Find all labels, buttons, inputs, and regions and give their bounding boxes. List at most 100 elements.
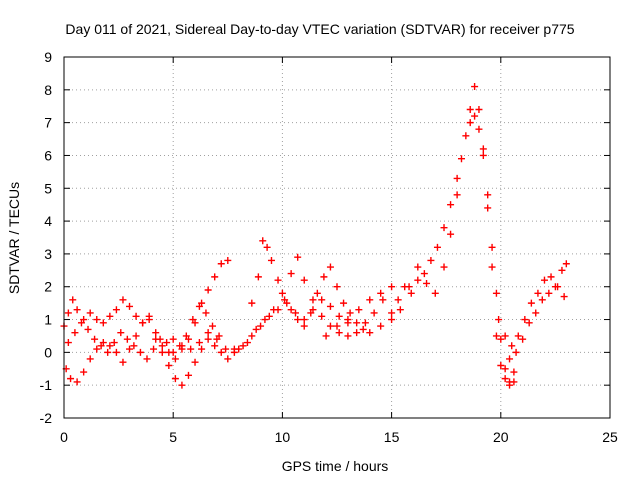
data-point	[294, 253, 302, 261]
data-point	[309, 296, 317, 304]
data-point	[366, 296, 374, 304]
data-point	[512, 348, 520, 356]
y-tick-label: -1	[40, 377, 53, 393]
data-point	[484, 191, 492, 199]
chart-title: Day 011 of 2021, Sidereal Day-to-day VTE…	[65, 21, 574, 37]
data-point	[501, 332, 509, 340]
data-point	[73, 306, 81, 314]
data-point	[86, 355, 94, 363]
data-point	[97, 342, 105, 350]
data-point	[64, 309, 72, 317]
data-point	[479, 145, 487, 153]
data-point	[230, 348, 238, 356]
data-point	[110, 339, 118, 347]
data-point	[252, 325, 260, 333]
data-point	[361, 319, 369, 327]
data-point	[204, 286, 212, 294]
data-point	[182, 332, 190, 340]
data-point	[551, 283, 559, 291]
data-point	[457, 155, 465, 163]
plot-frame	[63, 56, 611, 419]
x-tick-label: 5	[169, 429, 177, 445]
data-point	[84, 325, 92, 333]
data-point	[165, 361, 173, 369]
data-point	[189, 316, 197, 324]
data-point	[274, 276, 282, 284]
y-tick-label: 2	[44, 279, 52, 295]
data-point	[447, 201, 455, 209]
data-point	[287, 270, 295, 278]
data-point	[440, 224, 448, 232]
data-point	[433, 243, 441, 251]
data-point	[394, 296, 402, 304]
data-point	[388, 283, 396, 291]
data-point	[86, 309, 94, 317]
data-point	[532, 309, 540, 317]
data-point	[326, 263, 334, 271]
y-tick-label: 9	[44, 49, 52, 65]
data-point	[263, 243, 271, 251]
data-point	[560, 293, 568, 301]
data-point	[318, 296, 326, 304]
data-point	[333, 283, 341, 291]
data-point	[475, 125, 483, 133]
data-point	[326, 302, 334, 310]
data-point	[248, 299, 256, 307]
data-point	[379, 296, 387, 304]
data-point	[377, 289, 385, 297]
data-point	[195, 302, 203, 310]
data-point	[497, 361, 505, 369]
data-point	[106, 312, 114, 320]
data-point	[388, 316, 396, 324]
axis-ticks: -2 -1 0 1 2 3 4 5 6 7 8 9 0 5 10 15 20 25	[40, 49, 618, 445]
data-point	[300, 322, 308, 330]
data-point	[322, 332, 330, 340]
data-point	[326, 322, 334, 330]
data-point	[254, 273, 262, 281]
y-tick-label: 6	[44, 147, 52, 163]
series-arc-9	[466, 112, 518, 386]
data-point	[300, 276, 308, 284]
data-point	[126, 302, 134, 310]
data-point	[545, 289, 553, 297]
series-arc-3	[64, 302, 223, 363]
data-point	[209, 322, 217, 330]
data-point	[462, 132, 470, 140]
data-point	[320, 273, 328, 281]
data-points	[60, 83, 570, 389]
y-tick-label: 0	[44, 344, 52, 360]
y-tick-label: 7	[44, 115, 52, 131]
data-point	[335, 312, 343, 320]
data-point	[132, 312, 140, 320]
data-point	[80, 368, 88, 376]
data-point	[377, 322, 385, 330]
data-point	[318, 312, 326, 320]
data-point	[145, 312, 153, 320]
series-arc-7	[322, 174, 461, 340]
series-arc-2	[62, 312, 238, 389]
data-point	[243, 339, 251, 347]
data-point	[405, 283, 413, 291]
data-point	[204, 335, 212, 343]
data-point	[257, 322, 265, 330]
x-tick-label: 15	[384, 429, 400, 445]
data-point	[492, 332, 500, 340]
data-point	[191, 358, 199, 366]
data-point	[278, 289, 286, 297]
data-point	[525, 319, 533, 327]
series-arc-5	[248, 237, 374, 337]
data-point	[506, 378, 514, 386]
data-point	[540, 276, 548, 284]
data-point	[359, 325, 367, 333]
data-point	[479, 151, 487, 159]
data-point	[471, 112, 479, 120]
data-point	[213, 335, 221, 343]
data-point	[407, 289, 415, 297]
data-point	[106, 342, 114, 350]
data-point	[224, 256, 232, 264]
data-point	[353, 329, 361, 337]
x-axis-label: GPS time / hours	[282, 458, 389, 474]
data-point	[178, 342, 186, 350]
series-arc-11	[506, 260, 570, 363]
data-point	[300, 316, 308, 324]
